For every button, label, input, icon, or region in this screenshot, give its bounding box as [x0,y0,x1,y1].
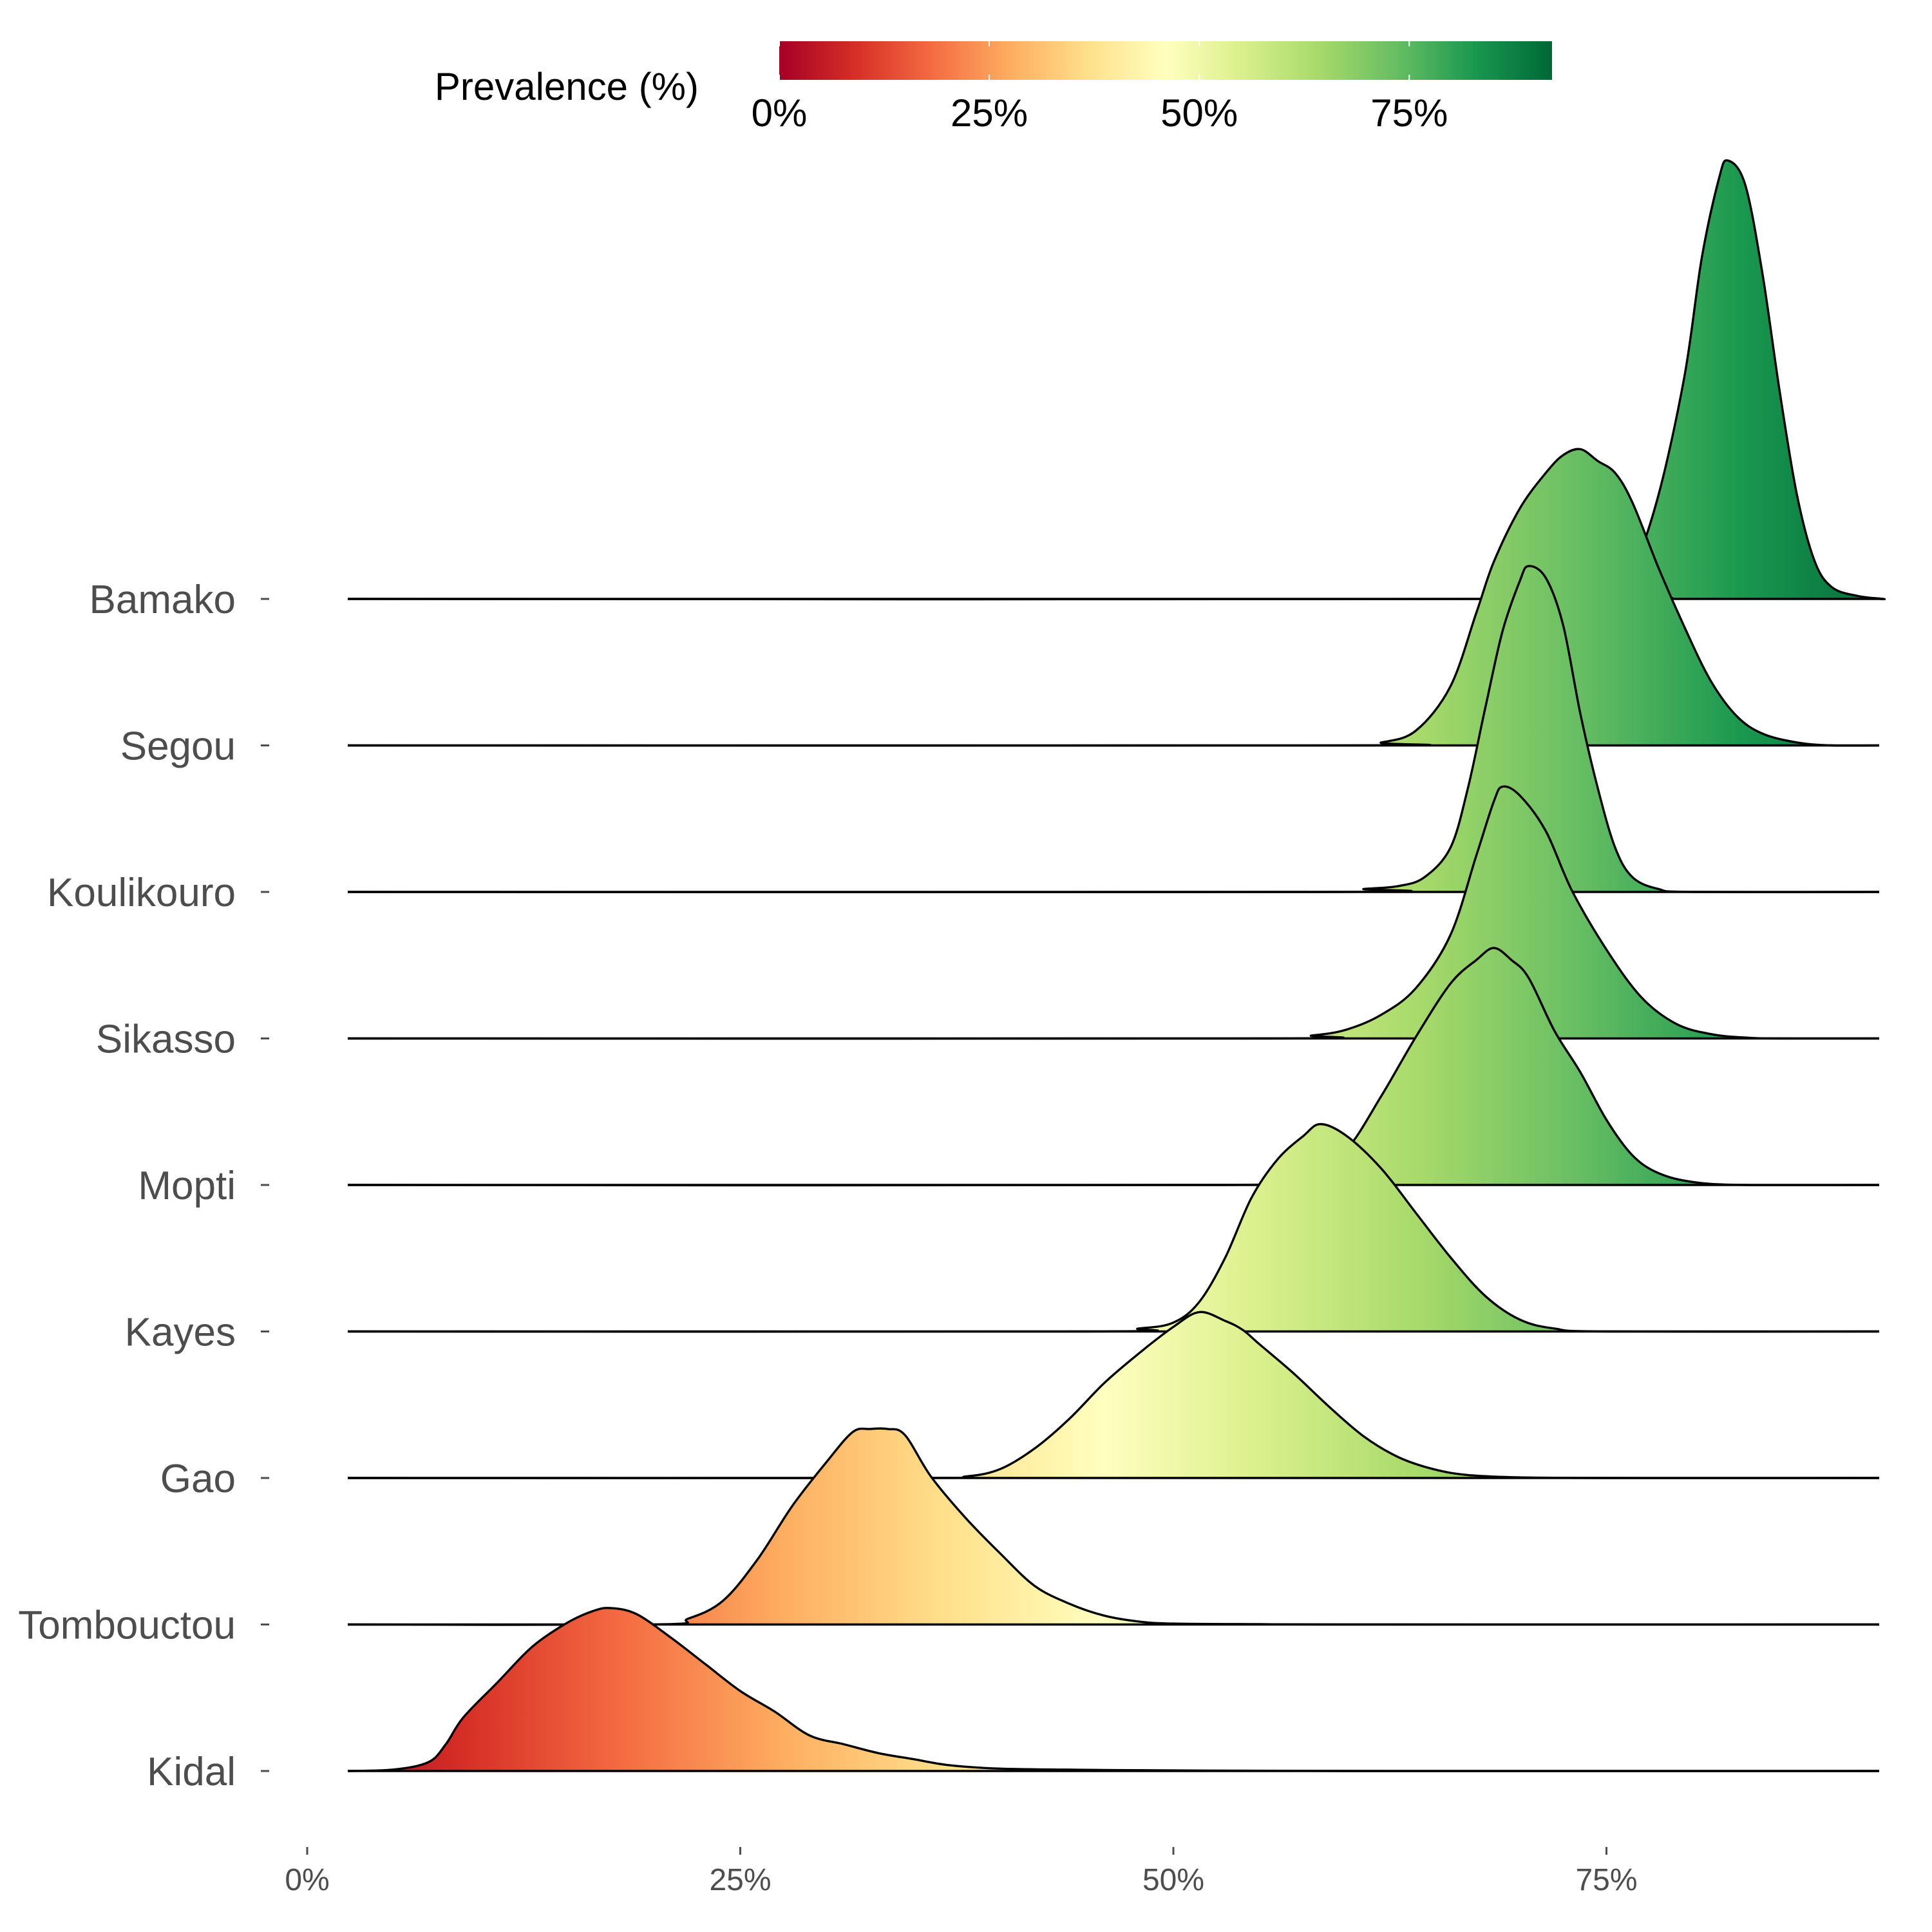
legend-title: Prevalence (%) [435,65,699,108]
ridge-fill [348,786,1879,1039]
ridge-mopti [347,947,1880,1187]
x-axis: 0% 25% 50% 75% [285,1847,1638,1897]
legend-tick-label: 0% [752,91,808,135]
legend: Prevalence (%) 0% 25% 50% 75% [435,41,1552,135]
ridge-kidal [347,1607,1880,1772]
y-tick-label: Gao [160,1457,236,1501]
y-tick-label: Bamako [90,578,236,622]
ridge-outline [347,1122,1880,1333]
y-tick-label: Tombouctou [18,1604,236,1648]
y-tick-label: Kidal [147,1750,236,1794]
x-tick-label: 25% [709,1863,771,1897]
legend-colorbar [779,41,1552,80]
y-tick-label: Mopti [138,1164,236,1208]
ridges [347,159,1886,1772]
ridge-bamako [347,159,1886,601]
ridge-fill [348,1607,1879,1772]
ridge-fill [348,160,1885,600]
legend-tick-label: 75% [1370,91,1448,135]
legend-tick-label: 50% [1160,91,1238,135]
ridge-gao [347,1311,1880,1479]
ridge-fill [348,948,1879,1186]
ridge-segou [347,448,1880,747]
ridge-outline [347,785,1880,1040]
ridge-fill [348,1124,1879,1332]
ridge-fill [348,1312,1879,1479]
y-axis: Bamako Segou Koulikouro Sikasso Mopti Kayes Ga… [18,578,269,1794]
y-tick-label: Koulikouro [47,871,236,915]
ridge-sikasso [347,785,1880,1040]
legend-tick-label: 25% [951,91,1028,135]
ridge-fill [348,449,1879,746]
x-tick-label: 50% [1142,1863,1204,1897]
ridge-kayes [347,1122,1880,1333]
y-tick-label: Kayes [125,1311,236,1355]
x-tick-label: 0% [285,1863,329,1897]
y-tick-label: Segou [120,724,236,769]
legend-ticks: 0% 25% 50% 75% [752,41,1448,135]
x-tick-label: 75% [1575,1863,1637,1897]
ridge-outline [347,947,1880,1187]
y-tick-label: Sikasso [96,1018,236,1062]
